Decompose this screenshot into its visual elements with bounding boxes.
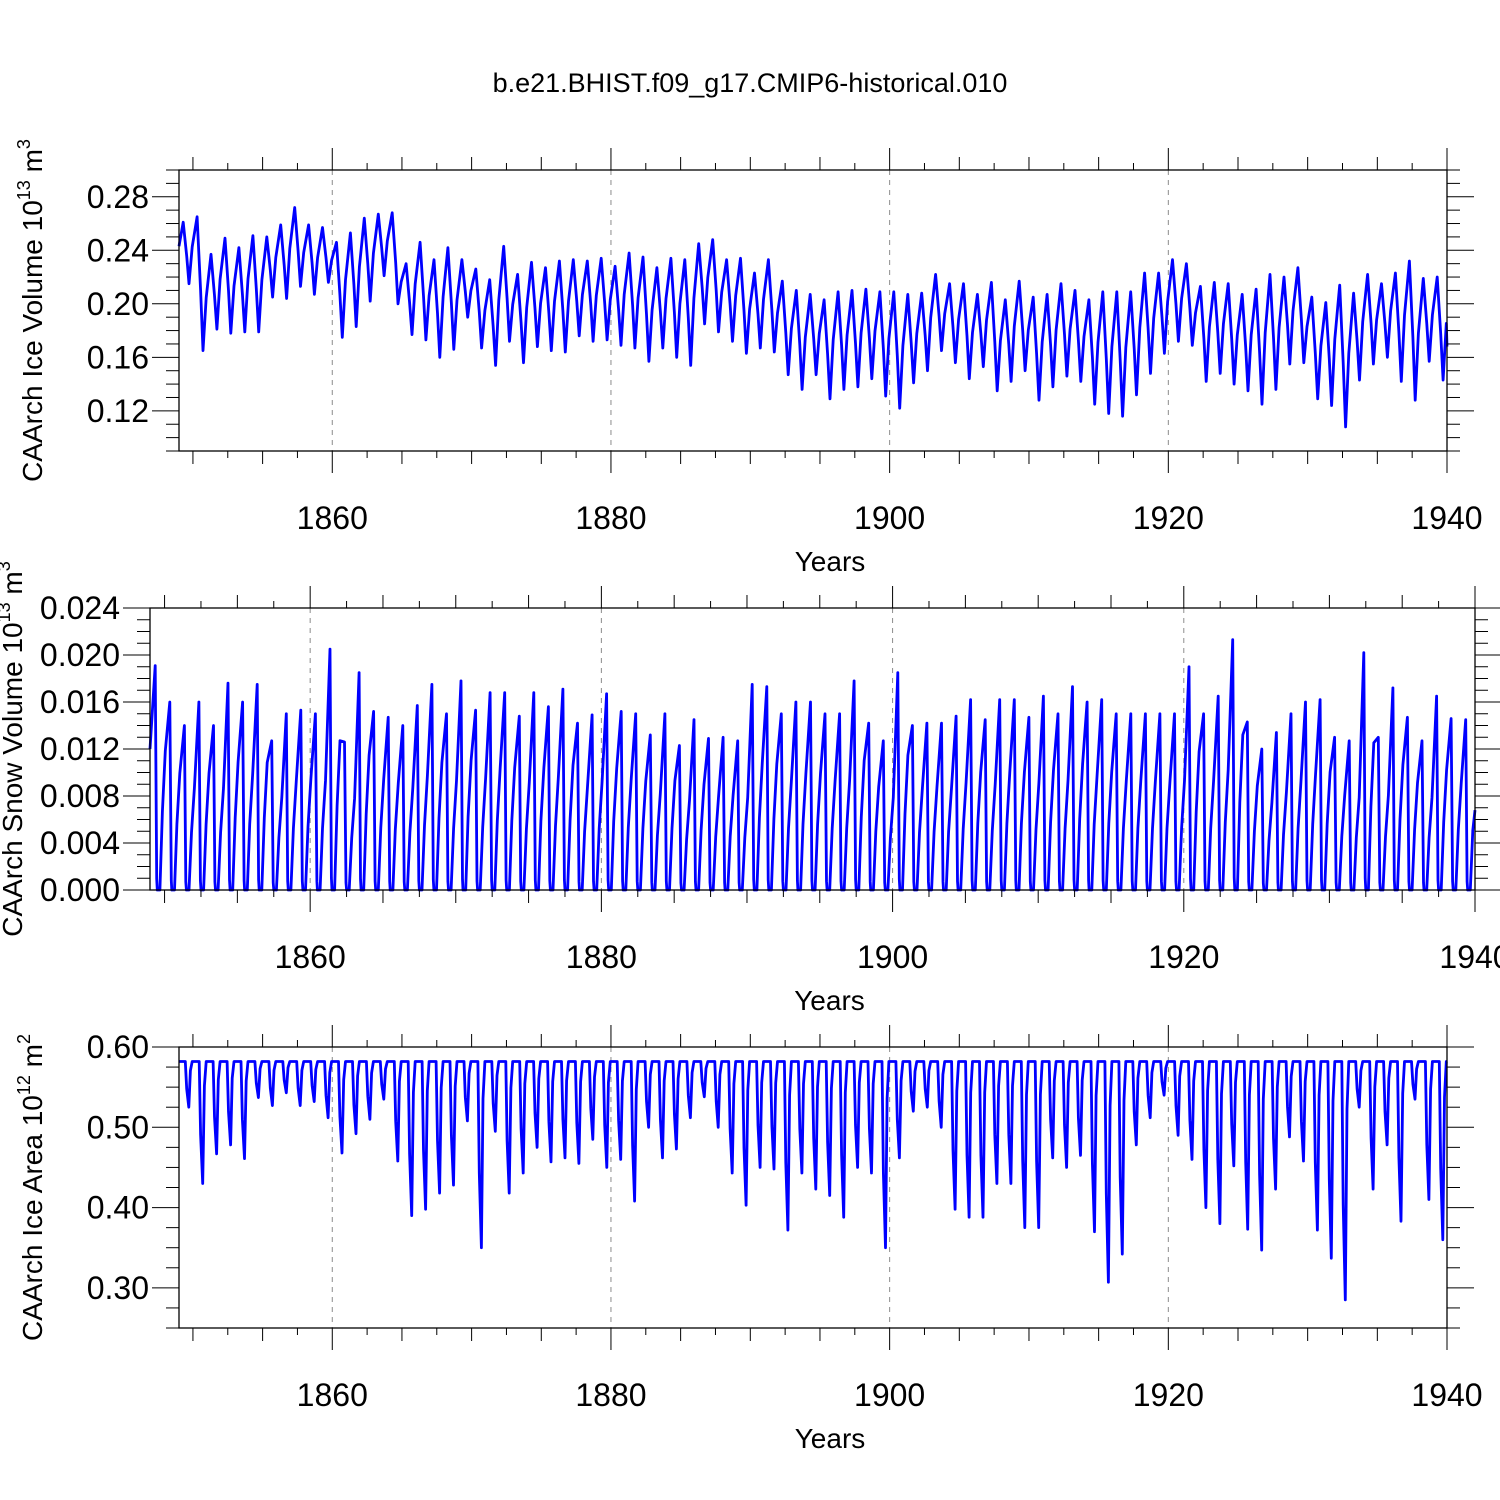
y-tick-label: 0.40	[87, 1190, 149, 1226]
panel-snow-volume: 0.000 0.004 0.008 0.012 0.016 0.020 0.024 1860 1…	[0, 561, 1500, 1016]
y-axis-label: CAArch Snow Volume 1013 m3	[0, 561, 28, 937]
chart-title: b.e21.BHIST.f09_g17.CMIP6-historical.010	[492, 68, 1008, 98]
y-tick-label: 0.020	[40, 637, 120, 673]
y-tick-label: 0.28	[87, 179, 149, 215]
series-line	[177, 206, 1449, 429]
x-axis-label: Years	[795, 1423, 866, 1454]
y-tick-label: 0.012	[40, 731, 120, 767]
y-axis-label: CAArch Ice Volume 1013 m3	[14, 139, 48, 482]
x-tick-label: 1880	[566, 939, 637, 975]
y-tick-label: 0.60	[87, 1029, 149, 1065]
x-tick-label: 1880	[575, 1377, 646, 1413]
x-tick-label: 1940	[1411, 1377, 1482, 1413]
y-tick-label: 0.16	[87, 339, 149, 375]
x-axis-label: Years	[794, 985, 865, 1016]
y-tick-label: 0.016	[40, 684, 120, 720]
y-tick-label: 0.024	[40, 590, 120, 626]
y-tick-label: 0.24	[87, 232, 149, 268]
x-tick-label: 1880	[575, 500, 646, 536]
panel-ice-volume: 0.12 0.16 0.20 0.24 0.28 1860 1880 1900 1920 1940…	[14, 139, 1483, 577]
series-line	[179, 1060, 1448, 1302]
x-tick-label: 1940	[1439, 939, 1500, 975]
x-tick-label: 1900	[854, 1377, 925, 1413]
series-line	[148, 638, 1477, 892]
y-tick-label: 0.20	[87, 286, 149, 322]
x-tick-label: 1920	[1133, 500, 1204, 536]
x-tick-label: 1900	[854, 500, 925, 536]
panel-ice-area: 0.30 0.40 0.50 0.60 1860 1880 1900 1920 1940 Year…	[14, 1025, 1483, 1454]
x-tick-label: 1860	[275, 939, 346, 975]
y-tick-label: 0.12	[87, 393, 149, 429]
x-tick-label: 1920	[1148, 939, 1219, 975]
x-tick-label: 1860	[297, 1377, 368, 1413]
x-tick-label: 1940	[1411, 500, 1482, 536]
x-tick-label: 1900	[857, 939, 928, 975]
y-axis-label: CAArch Ice Area 1012 m2	[14, 1034, 48, 1341]
y-tick-label: 0.30	[87, 1270, 149, 1306]
x-tick-label: 1920	[1133, 1377, 1204, 1413]
y-tick-label: 0.004	[40, 825, 120, 861]
y-tick-label: 0.50	[87, 1109, 149, 1145]
x-axis-label: Years	[795, 546, 866, 577]
y-tick-label: 0.008	[40, 778, 120, 814]
plot-frame	[178, 169, 1448, 452]
y-tick-label: 0.000	[40, 872, 120, 908]
x-tick-label: 1860	[297, 500, 368, 536]
